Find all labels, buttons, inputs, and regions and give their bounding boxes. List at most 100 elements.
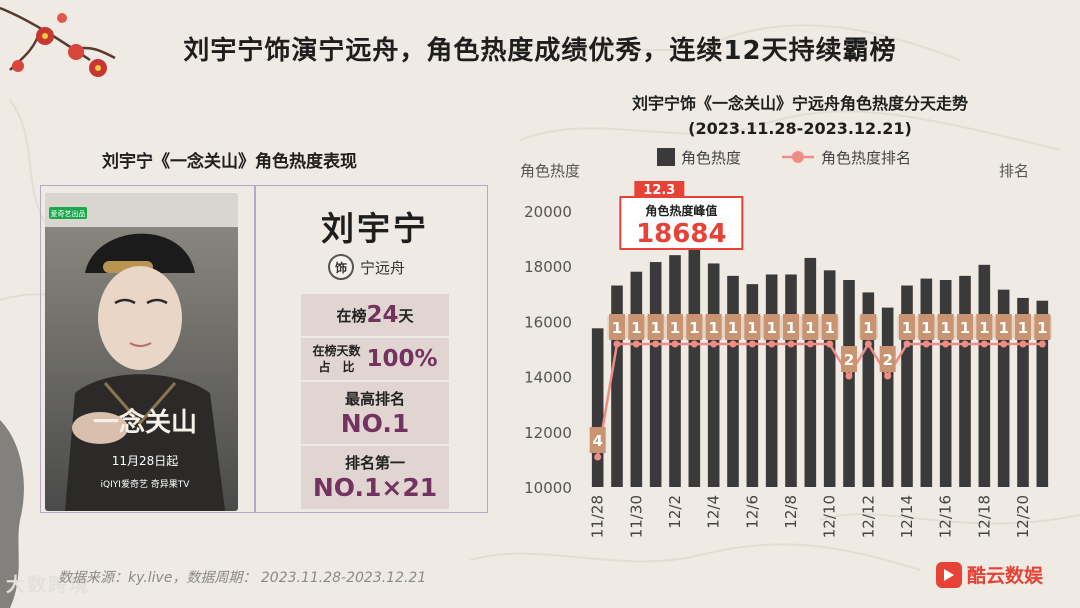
ratio-label-line2: 占 比 [318,360,355,374]
rank-label: 1 [979,319,989,337]
rank-label-box [1015,314,1031,340]
y2-axis-label: 排名 [999,162,1029,180]
rank-label-box [879,346,896,372]
data-source: 数据来源：ky.live，数据周期： 2023.11.28-2023.12.21 [58,570,427,586]
rank-label: 1 [960,319,970,337]
bar-heat [688,248,701,487]
rank-label-box [744,314,761,340]
rank-marker [594,453,602,461]
rank-label: 1 [902,319,912,337]
rank-marker [632,340,640,348]
legend-marker-rank [792,151,804,163]
role-badge-icon: 饰 [328,254,354,280]
top-rank-label: 最高排名 [344,390,405,408]
rank-label: 1 [631,319,641,337]
rank-marker [748,340,756,348]
rank-marker [864,340,872,348]
rank-label-box [763,314,780,340]
legend-label-heat: 角色热度 [681,149,741,167]
x-tick-label: 12/2 [666,495,684,529]
peak-label: 角色热度峰值 [645,203,717,218]
rank-marker [922,340,930,348]
rank-label: 1 [708,319,718,337]
y-tick-label: 20000 [524,203,572,221]
profile-card [40,185,488,513]
rank-label-box [1034,314,1051,340]
rank-marker [942,340,950,348]
days-value: 24 [366,302,399,328]
y-tick-label: 14000 [524,369,572,387]
peak-callout-box [619,196,744,250]
bar-heat [591,328,604,487]
rank-label: 1 [921,319,931,337]
rank-marker [826,340,834,348]
rank-label: 1 [940,319,950,337]
rank-marker [768,340,776,348]
actor-name: 刘宇宁 [321,209,429,248]
rank-marker [729,340,737,348]
rank-label: 1 [689,319,699,337]
chart-title: 刘宇宁饰《一念关山》宁远舟角色热度分天走势 [632,94,968,113]
rank-marker [961,340,969,348]
rank-label: 1 [824,319,834,337]
first-count-label: 排名第一 [344,454,405,472]
bar-heat [1036,300,1049,487]
first-count-value: NO.1×21 [312,473,438,502]
bar-heat [746,284,759,487]
card-divider [254,185,256,513]
rank-label-box [821,314,838,340]
rank-marker [671,340,679,348]
bar-heat [823,270,836,487]
profile-panel-title: 刘宇宁《一念关山》角色热度表现 [102,152,357,172]
x-tick-label: 11/28 [589,495,607,538]
legend-label-rank: 角色热度排名 [821,149,911,167]
bar-heat [707,263,720,487]
poster-platforms: iQIYI爱奇艺 奇异果TV [101,478,191,490]
days-suffix: 天 [398,306,414,325]
kuyun-logo: 酷云数娱 [936,561,1043,588]
rank-label: 1 [747,319,757,337]
bar-heat [727,275,739,487]
rank-line [596,341,1043,458]
rank-marker [613,340,621,348]
top-rank-value: NO.1 [340,409,410,438]
rank-label-box [802,314,819,340]
bar-heat [959,275,971,487]
rank-label-box [589,427,606,453]
bar-heat [862,292,875,487]
rank-marker [1019,340,1027,348]
bar-heat [785,274,797,487]
rank-label: 1 [670,319,680,337]
kuyun-logo-icon [936,561,962,588]
rank-marker [710,340,718,348]
stat-days-ratio: 在榜天数 占 比 100% [301,338,449,380]
rank-label-box [899,314,915,340]
rank-label-box [667,314,683,340]
rank-label-box [705,314,722,340]
stat-days-on-chart: 在榜 24 天 [301,294,449,336]
drama-poster: 爱奇艺出品 一念关山 11月28日起 iQIYI爱奇艺 奇异果TV [45,193,238,511]
rank-label-box [686,314,703,340]
x-tick-label: 12/20 [1014,495,1032,538]
rank-label: 2 [882,351,892,369]
x-tick-label: 12/18 [975,495,993,538]
rank-label: 1 [998,319,1008,337]
bar-heat [997,289,1010,487]
x-tick-label: 11/30 [627,495,645,538]
bar-heat [630,271,643,487]
rank-label-box [918,314,935,340]
watermark: 大数跨境 [6,574,91,596]
role-name: 宁远舟 [360,258,406,277]
rank-label-box [860,314,877,340]
rank-label-box [976,314,993,340]
rank-label: 1 [728,319,738,337]
bar-heat [669,255,681,487]
rank-marker [845,372,853,380]
rank-label: 1 [786,319,796,337]
bar-heat [649,262,662,487]
rank-marker [806,340,814,348]
rank-label: 2 [844,351,854,369]
y-tick-label: 10000 [524,479,572,497]
bar-heat [901,285,913,487]
peak-date: 12.3 [643,183,675,198]
